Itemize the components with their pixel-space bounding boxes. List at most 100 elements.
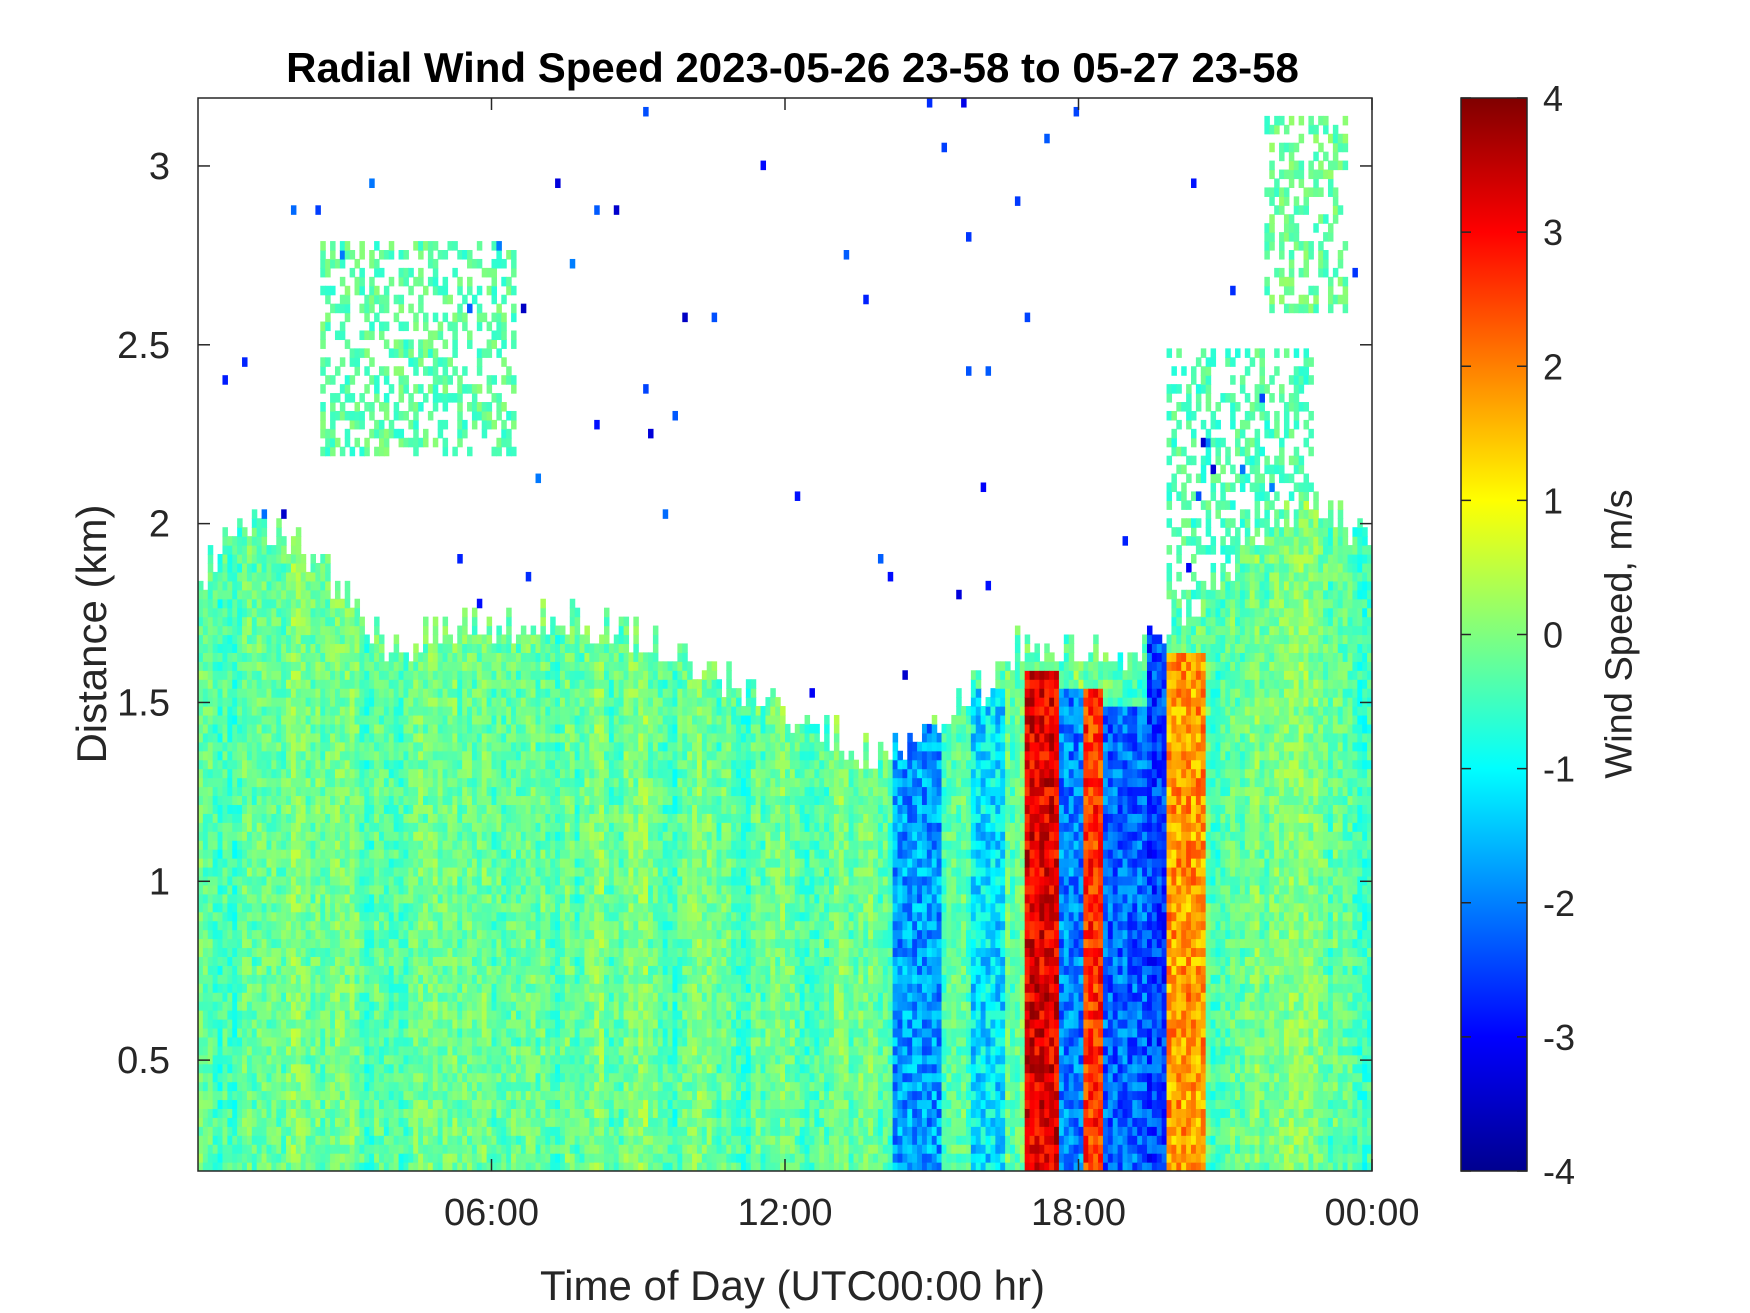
heatmap-cell — [476, 893, 483, 904]
heatmap-cell — [393, 348, 400, 358]
heatmap-cell — [325, 965, 331, 975]
heatmap-cell — [383, 822, 390, 832]
heatmap-cell — [491, 258, 497, 269]
heatmap-cell — [511, 643, 517, 653]
heatmap-cell — [486, 956, 493, 966]
heatmap-cell — [437, 911, 444, 922]
heatmap-cell — [359, 1117, 365, 1127]
heatmap-cell — [374, 813, 380, 823]
heatmap-cell — [393, 965, 400, 975]
heatmap-cell — [457, 312, 463, 323]
heatmap-cell — [437, 357, 444, 367]
heatmap-cell — [354, 402, 361, 412]
heatmap-cell — [530, 911, 537, 922]
heatmap-cell — [447, 983, 453, 993]
heatmap-cell — [310, 831, 316, 841]
heatmap-cell — [388, 822, 395, 832]
heatmap-cell — [447, 938, 453, 949]
heatmap-cell — [276, 983, 282, 993]
heatmap-cell — [330, 1117, 336, 1127]
heatmap-cell — [242, 589, 248, 600]
heatmap-cell — [212, 947, 219, 957]
heatmap-cell — [408, 840, 414, 850]
heatmap-cell — [295, 795, 302, 805]
heatmap-cell — [388, 1054, 395, 1065]
heatmap-cell — [393, 786, 400, 797]
heatmap-cell — [462, 312, 468, 323]
heatmap-cell — [437, 938, 444, 949]
heatmap-cell — [232, 554, 238, 564]
heatmap-cell — [354, 858, 361, 868]
heatmap-cell — [246, 822, 253, 832]
heatmap-cell — [286, 1072, 292, 1083]
heatmap-cell — [246, 884, 253, 895]
heatmap-cell — [237, 571, 243, 582]
heatmap-cell — [217, 1027, 224, 1038]
heatmap-cell — [246, 741, 253, 752]
heatmap-cell — [237, 1108, 243, 1118]
heatmap-cell — [251, 661, 258, 671]
heatmap-cell — [388, 679, 395, 689]
heatmap-cell — [457, 393, 463, 403]
heatmap-cell — [496, 348, 502, 358]
heatmap-cell — [207, 992, 214, 1002]
heatmap-cell — [398, 884, 405, 895]
heatmap-cell — [286, 884, 292, 895]
heatmap-cell — [462, 902, 468, 913]
heatmap-cell — [286, 974, 292, 984]
heatmap-cell — [447, 294, 453, 305]
heatmap-cell — [432, 920, 439, 931]
heatmap-cell — [325, 849, 331, 859]
heatmap-cell — [315, 1045, 321, 1056]
heatmap-cell — [535, 902, 542, 913]
heatmap-cell — [310, 1010, 316, 1020]
heatmap-cell — [388, 1135, 395, 1145]
heatmap-cell — [413, 965, 419, 975]
heatmap-cell — [408, 1126, 414, 1136]
heatmap-cell — [290, 804, 297, 814]
heatmap-cell — [501, 768, 507, 779]
heatmap-cell — [491, 974, 497, 984]
heatmap-cell — [217, 1135, 224, 1145]
heatmap-cell — [520, 1045, 527, 1056]
heatmap-cell — [383, 437, 390, 448]
heatmap-cell — [432, 759, 439, 770]
heatmap-cell — [271, 1099, 277, 1110]
heatmap-cell — [320, 706, 326, 716]
heatmap-cell — [276, 866, 282, 877]
heatmap-cell — [423, 875, 429, 886]
heatmap-cell — [198, 759, 204, 770]
heatmap-cell — [408, 875, 414, 886]
heatmap-cell — [442, 813, 449, 823]
heatmap-cell — [359, 732, 365, 743]
heatmap-cell — [374, 732, 380, 743]
heatmap-cell — [232, 1054, 238, 1065]
heatmap-cell — [320, 330, 326, 341]
heatmap-cell — [471, 893, 478, 904]
heatmap-cell — [354, 616, 361, 627]
heatmap-cell — [403, 831, 409, 841]
heatmap-cell — [266, 795, 272, 805]
heatmap-cell — [315, 697, 321, 707]
heatmap-cell — [374, 1045, 380, 1056]
heatmap-cell — [320, 402, 326, 412]
heatmap-cell — [437, 920, 444, 931]
heatmap-cell — [246, 777, 253, 788]
heatmap-cell — [251, 509, 258, 519]
heatmap-cell — [334, 1010, 341, 1020]
heatmap-cell — [246, 1036, 253, 1047]
heatmap-cell — [320, 1135, 326, 1145]
heatmap-cell — [530, 768, 537, 779]
heatmap-cell — [251, 840, 258, 850]
heatmap-cell — [339, 1153, 346, 1163]
heatmap-cell — [511, 929, 517, 940]
heatmap-cell — [442, 250, 449, 260]
heatmap-cell — [222, 661, 228, 671]
heatmap-cell — [295, 813, 302, 823]
heatmap-cell — [325, 1081, 331, 1092]
heatmap-cell — [398, 795, 405, 805]
heatmap-cell — [520, 786, 527, 797]
heatmap-cell — [344, 974, 351, 984]
heatmap-cell — [217, 813, 224, 823]
heatmap-cell — [535, 1072, 542, 1083]
